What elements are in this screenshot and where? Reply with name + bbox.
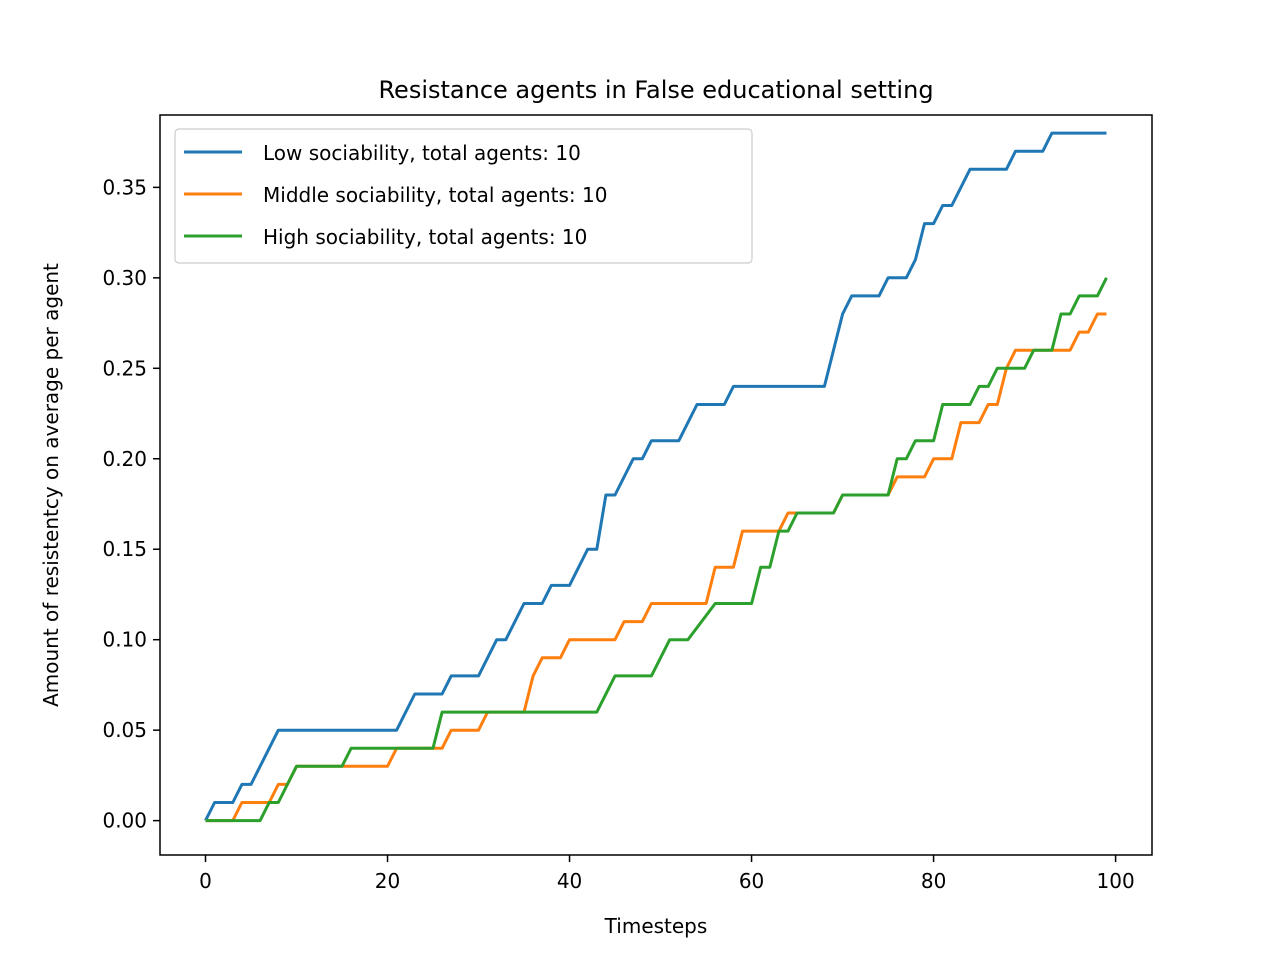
y-tick-label: 0.00 — [102, 809, 147, 833]
legend-box — [174, 128, 753, 264]
y-tick-label: 0.30 — [102, 266, 147, 290]
legend-label-3: High sociability, total agents: 10 — [263, 225, 587, 249]
y-tick-label: 0.10 — [102, 628, 147, 652]
x-tick-label: 0 — [199, 869, 212, 893]
x-tick-label: 40 — [557, 869, 582, 893]
series-line-2 — [205, 312, 1107, 823]
legend-label-1: Low sociability, total agents: 10 — [263, 141, 581, 165]
y-axis: 0.00 0.05 0.10 0.15 0.20 0.25 0.30 0.35 — [102, 175, 160, 833]
series-line-1 — [204, 131, 1107, 822]
chart-title: Resistance agents in False educational s… — [378, 76, 933, 104]
x-axis-label: Timesteps — [604, 914, 708, 938]
y-tick-label: 0.20 — [102, 447, 147, 471]
y-tick-label: 0.35 — [102, 175, 147, 199]
x-axis: 0 20 40 60 80 100 — [199, 855, 1135, 893]
x-tick-label: 100 — [1097, 869, 1135, 893]
y-tick-label: 0.05 — [102, 718, 147, 742]
series-line-3 — [205, 277, 1108, 823]
legend: Low sociability, total agents: 10 Middle … — [174, 128, 753, 264]
x-tick-label: 60 — [739, 869, 764, 893]
y-axis-label: Amount of resistentcy on average per age… — [39, 263, 63, 707]
x-tick-label: 80 — [921, 869, 946, 893]
legend-label-2: Middle sociability, total agents: 10 — [263, 183, 607, 207]
axes-frame — [159, 114, 1153, 856]
plot-area — [204, 131, 1108, 823]
y-tick-label: 0.15 — [102, 537, 147, 561]
x-tick-label: 20 — [375, 869, 400, 893]
y-tick-label: 0.25 — [102, 356, 147, 380]
